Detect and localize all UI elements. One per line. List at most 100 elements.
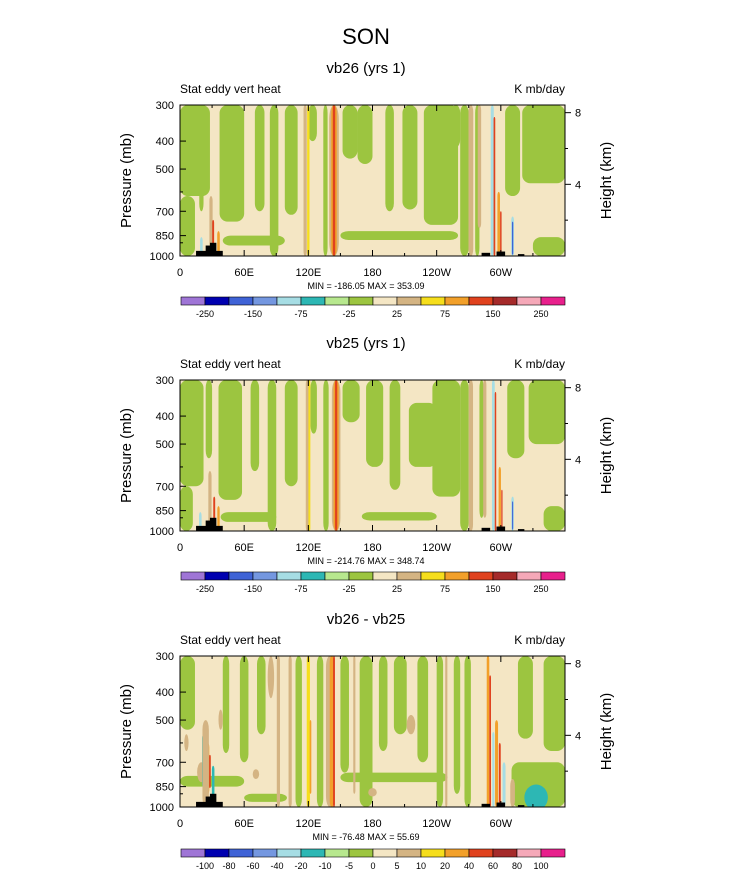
y-tick-label: 850 — [156, 231, 174, 243]
x-tick-label: 0 — [177, 267, 183, 279]
field-strip-red — [494, 391, 497, 531]
y-axis-label: Pressure (mb) — [118, 684, 135, 779]
x-tick-label: 60W — [490, 267, 513, 279]
field-region-green — [250, 380, 260, 472]
field-region-green — [219, 105, 245, 222]
field-region-tan — [252, 769, 260, 780]
left-label: Stat eddy vert heat — [180, 633, 281, 647]
topography-mask — [517, 529, 525, 531]
field-strip-yellow — [307, 105, 310, 256]
field-region-green — [222, 235, 285, 246]
y-tick-label: 850 — [156, 506, 174, 518]
field-region-tan — [184, 734, 189, 752]
field-strip-tan — [468, 380, 474, 531]
field-strip-tan — [303, 105, 307, 256]
field-strip-red — [500, 211, 502, 256]
field-region-tan — [368, 788, 377, 797]
topography-mask — [209, 517, 217, 531]
colorbar-swatch — [396, 571, 422, 581]
panel-title: vb25 (yrs 1) — [326, 335, 405, 352]
colorbar-swatch — [324, 848, 350, 858]
field-strip-orange — [495, 720, 499, 807]
colorbar-swatch — [204, 296, 230, 306]
field-layer — [180, 380, 565, 531]
field-region-green — [532, 237, 565, 256]
y-axis-label: Pressure (mb) — [118, 408, 135, 503]
colorbar-swatch — [468, 296, 494, 306]
field-region-green — [451, 105, 461, 148]
colorbar-label: -75 — [294, 309, 307, 319]
field-region-green — [402, 105, 418, 210]
colorbar-label: -5 — [345, 861, 353, 871]
colorbar-swatch — [468, 848, 494, 858]
y2-tick-label: 4 — [575, 454, 581, 466]
field-region-green — [267, 380, 277, 531]
x-tick-label: 120E — [295, 267, 321, 279]
field-strip-cyan — [211, 765, 215, 802]
field-region-green — [180, 656, 195, 730]
colorbar-swatch — [540, 571, 566, 581]
field-strip-tan — [208, 471, 212, 531]
x-tick-label: 60E — [234, 818, 254, 830]
x-tick-label: 60E — [234, 542, 254, 554]
field-region-green — [479, 380, 484, 518]
y-tick-label: 1000 — [150, 526, 174, 538]
colorbar-label: -250 — [196, 309, 214, 319]
colorbar-swatch — [540, 296, 566, 306]
field-region-green — [180, 105, 210, 197]
y2-tick-label: 8 — [575, 659, 581, 671]
field-region-green — [342, 380, 360, 423]
field-region-green — [505, 105, 521, 197]
field-strip-tan — [276, 656, 280, 807]
field-strip-lightblue — [492, 732, 495, 807]
field-strip-lightblue — [491, 380, 495, 531]
field-region-green — [269, 105, 279, 256]
colorbar-swatch — [468, 571, 494, 581]
colorbar-swatch — [396, 848, 422, 858]
x-tick-label: 180 — [363, 542, 381, 554]
colorbar-swatch — [300, 296, 326, 306]
colorbar-swatch — [420, 296, 446, 306]
colorbar-label: -10 — [318, 861, 331, 871]
right-label: K mb/day — [514, 633, 565, 647]
field-region-green — [393, 656, 407, 735]
colorbar-swatch — [324, 571, 350, 581]
colorbar-swatch — [372, 296, 398, 306]
field-region-green — [284, 380, 298, 487]
y-tick-label: 700 — [156, 206, 174, 218]
colorbar-swatch — [372, 848, 398, 858]
field-region-green — [528, 380, 565, 445]
field-region-green — [295, 656, 302, 807]
field-strip-tan — [209, 196, 213, 256]
colorbar-swatch — [204, 848, 230, 858]
colorbar-swatch — [540, 848, 566, 858]
left-label: Stat eddy vert heat — [180, 82, 281, 96]
field-region-green — [507, 380, 525, 459]
colorbar-swatch — [420, 848, 446, 858]
field-strip-tan — [202, 720, 209, 807]
topography-mask — [517, 254, 525, 256]
colorbar-swatch — [348, 296, 374, 306]
field-strip-lightblue — [502, 762, 506, 807]
topography-mask — [209, 242, 217, 256]
colorbar-swatch — [492, 571, 518, 581]
field-strip-red — [489, 675, 491, 807]
colorbar-label: 25 — [392, 309, 402, 319]
x-tick-label: 0 — [177, 542, 183, 554]
field-strip-orange — [217, 506, 220, 531]
y-tick-label: 500 — [156, 164, 174, 176]
y-tick-label: 400 — [156, 411, 174, 423]
field-region-green — [464, 656, 471, 807]
y-tick-label: 500 — [156, 715, 174, 727]
chart-panel-2: vb25 (yrs 1) Stat eddy vert heat K mb/day 3… — [118, 335, 615, 594]
colorbar-label: -25 — [342, 584, 355, 594]
field-strip-blue — [512, 501, 514, 530]
colorbar-swatch — [492, 848, 518, 858]
colorbar-swatch — [276, 296, 302, 306]
colorbar-label: -150 — [244, 584, 262, 594]
field-region-tan — [218, 709, 223, 730]
field-layer — [180, 105, 565, 256]
y-tick-label: 850 — [156, 782, 174, 794]
colorbar-swatch — [396, 296, 422, 306]
field-region-green — [323, 105, 328, 256]
